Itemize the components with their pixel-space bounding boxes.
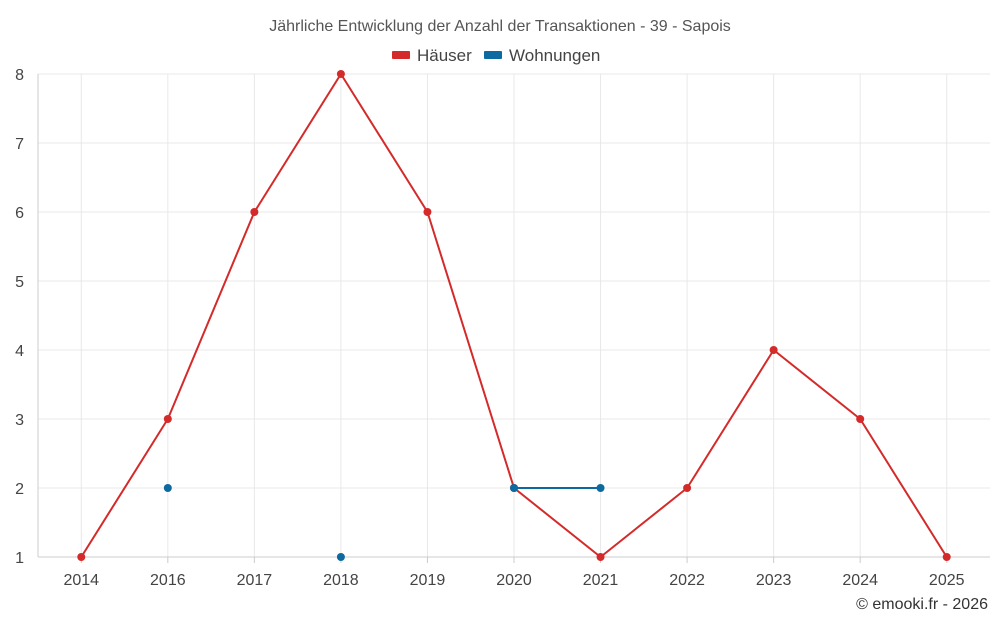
y-tick-label-1: 2 xyxy=(15,481,24,498)
series-0-point-2[interactable] xyxy=(250,208,259,216)
y-tick-label-4: 5 xyxy=(15,274,24,291)
x-tick-label-2: 2017 xyxy=(237,572,273,589)
y-tick-label-6: 7 xyxy=(15,136,24,153)
x-tick-label-10: 2025 xyxy=(929,572,965,589)
x-tick-label-1: 2016 xyxy=(150,572,186,589)
chart-title: Jährliche Entwicklung der Anzahl der Tra… xyxy=(269,18,731,35)
series-0-point-9[interactable] xyxy=(856,415,865,423)
legend-item-0[interactable]: Häuser xyxy=(392,46,472,65)
series-0-point-10[interactable] xyxy=(942,553,951,561)
series-0-point-0[interactable] xyxy=(77,553,86,561)
series-0-point-8[interactable] xyxy=(769,346,778,354)
x-tick-label-4: 2019 xyxy=(410,572,446,589)
x-tick-label-5: 2020 xyxy=(496,572,532,589)
legend-label-1: Wohnungen xyxy=(509,46,600,65)
legend-item-1[interactable]: Wohnungen xyxy=(484,46,600,65)
y-tick-label-5: 6 xyxy=(15,205,24,222)
series-0-point-4[interactable] xyxy=(423,208,432,216)
series xyxy=(77,70,951,561)
x-tick-label-8: 2023 xyxy=(756,572,792,589)
y-tick-label-3: 4 xyxy=(15,343,24,360)
series-1-point-6[interactable] xyxy=(596,484,605,492)
axes: 1 2 3 4 5 6 7 8 2014 2016 2017 2018 2019 2020 2021 2022… xyxy=(15,67,990,589)
series-0-point-7[interactable] xyxy=(683,484,692,492)
series-0-point-6[interactable] xyxy=(596,553,605,561)
series-1 xyxy=(163,484,605,561)
legend: Häuser Wohnungen xyxy=(392,46,600,65)
series-1-point-5[interactable] xyxy=(510,484,518,492)
legend-label-0: Häuser xyxy=(417,46,472,65)
credit: © emooki.fr - 2026 xyxy=(856,596,988,613)
x-tick-label-0: 2014 xyxy=(63,572,99,589)
x-tick-label-9: 2024 xyxy=(842,572,878,589)
series-1-point-3[interactable] xyxy=(336,553,345,561)
series-1-point-1[interactable] xyxy=(163,484,172,492)
y-tick-label-2: 3 xyxy=(15,412,24,429)
legend-swatch-1 xyxy=(484,51,502,59)
series-0-point-1[interactable] xyxy=(163,415,172,423)
legend-swatch-0 xyxy=(392,51,410,59)
series-0-point-3[interactable] xyxy=(336,70,345,78)
x-tick-label-7: 2022 xyxy=(669,572,705,589)
grid xyxy=(38,73,990,557)
x-tick-label-3: 2018 xyxy=(323,572,359,589)
y-tick-label-0: 1 xyxy=(15,550,24,567)
x-tick-label-6: 2021 xyxy=(583,572,619,589)
y-tick-label-7: 8 xyxy=(15,67,24,84)
